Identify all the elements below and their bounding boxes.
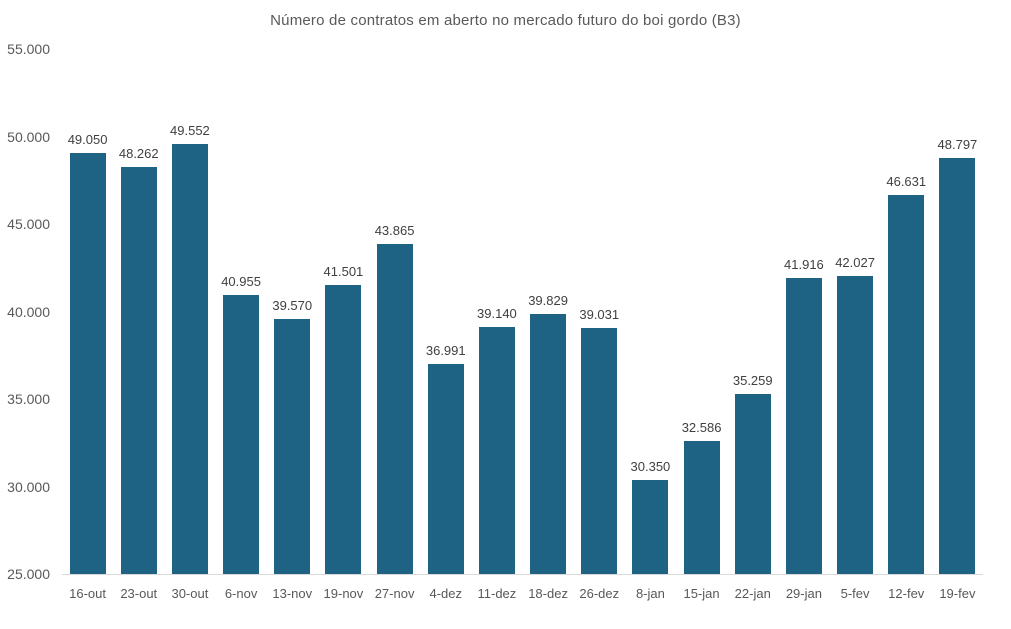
bar-value-label: 49.050 [67,132,108,148]
x-tick-label: 5-fev [840,586,870,601]
bar-value-label: 41.501 [323,264,364,280]
x-tick-label: 23-out [120,586,158,601]
x-tick-label: 26-dez [579,586,620,601]
bar-29-jan [785,277,822,574]
bar-value-label: 48.262 [118,145,159,161]
x-tick-label: 29-jan [785,586,822,601]
bar-11-dez [478,326,515,574]
x-tick-label: 27-nov [374,586,415,601]
x-tick-label: 4-dez [429,586,463,601]
bar-value-label: 40.955 [221,273,261,289]
bar-13-nov [274,319,311,574]
x-tick-label: 13-nov [272,586,313,601]
x-tick-label: 6-nov [224,586,258,601]
bar-15-jan [683,441,720,574]
x-tick-label: 8-jan [635,586,665,601]
x-tick-label: 30-out [171,586,209,601]
bar-value-label: 43.865 [374,222,415,238]
bar-30-out [171,144,208,574]
bar-12-fev [888,195,925,574]
bar-value-label: 39.570 [272,298,313,314]
bar-23-out [120,166,157,574]
x-tick-label: 11-dez [477,586,517,601]
bar-27-nov [376,243,413,574]
bar-value-label: 36.991 [425,343,466,359]
bar-value-label: 46.631 [886,174,927,190]
bar-value-label: 41.916 [784,256,824,272]
y-tick-label: 30.000 [7,478,50,495]
bar-value-label: 30.350 [630,459,671,475]
x-tick-label: 16-out [69,586,107,601]
bar-value-label: 39.829 [528,293,568,309]
x-tick-label: 12-fev [888,586,925,601]
x-tick-label: 22-jan [734,586,771,601]
bar-4-dez [427,364,464,574]
bar-value-label: 39.031 [579,307,620,323]
bar-19-nov [325,285,362,574]
y-tick-label: 55.000 [7,41,50,57]
y-tick-label: 25.000 [7,566,50,582]
bar-22-jan [734,394,771,574]
bar-value-label: 48.797 [937,136,978,152]
y-tick-label: 45.000 [7,216,50,232]
bar-value-label: 35.259 [732,373,773,389]
bar-19-fev [939,157,976,574]
bar-value-label: 49.552 [170,123,210,139]
x-tick-label: 15-jan [683,586,720,601]
x-tick-label: 19-nov [323,586,364,601]
bar-6-nov [223,294,260,574]
bar-8-jan [632,480,669,574]
bar-26-dez [581,328,618,574]
x-tick-label: 19-fev [939,586,976,601]
y-tick-label: 50.000 [7,128,50,145]
y-tick-label: 40.000 [7,303,50,320]
x-tick-label: 18-dez [528,586,568,601]
bar-18-dez [530,314,567,574]
bar-16-out [69,153,106,574]
bar-5-fev [837,276,874,574]
y-tick-label: 35.000 [7,391,50,407]
bar-value-label: 32.586 [681,420,722,436]
bar-value-label: 39.140 [477,305,517,321]
chart-title: Número de contratos em aberto no mercado… [270,12,741,29]
x-axis-line [62,574,983,575]
bar-value-label: 42.027 [835,255,875,271]
